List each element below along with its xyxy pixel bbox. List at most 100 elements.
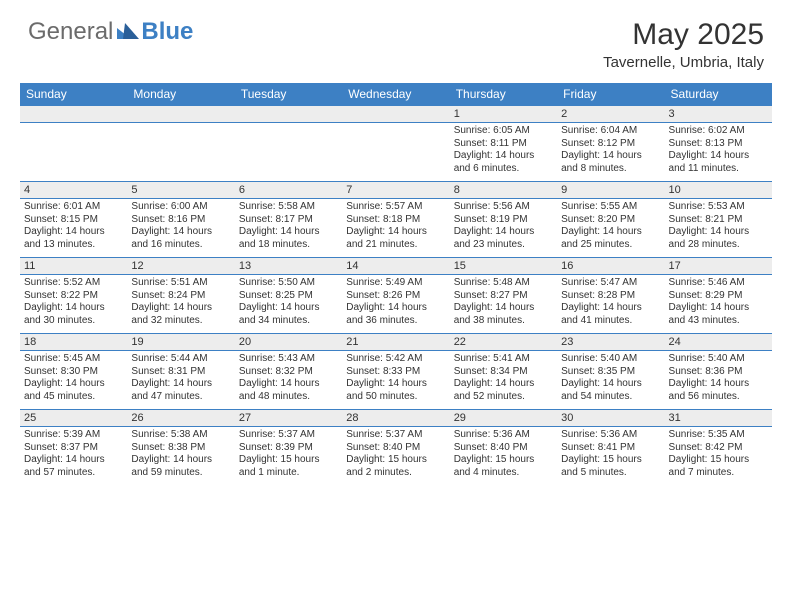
sunrise-text: Sunrise: 5:35 AM [669,429,768,442]
sunset-text: Sunset: 8:18 PM [346,214,445,227]
daylight-text: Daylight: 14 hours and 48 minutes. [239,378,338,403]
day-number-cell: 22 [450,334,557,351]
day-number-row: 123 [20,106,772,123]
day-number-row: 18192021222324 [20,334,772,351]
sunrise-text: Sunrise: 5:52 AM [24,277,123,290]
daylight-text: Daylight: 14 hours and 30 minutes. [24,302,123,327]
sunrise-text: Sunrise: 5:43 AM [239,353,338,366]
daylight-text: Daylight: 14 hours and 16 minutes. [131,226,230,251]
day-detail-cell: Sunrise: 5:43 AMSunset: 8:32 PMDaylight:… [235,351,342,410]
sunrise-text: Sunrise: 6:00 AM [131,201,230,214]
sunrise-text: Sunrise: 5:53 AM [669,201,768,214]
day-detail-cell: Sunrise: 5:35 AMSunset: 8:42 PMDaylight:… [665,427,772,486]
sunrise-text: Sunrise: 5:42 AM [346,353,445,366]
day-number-cell: 13 [235,258,342,275]
sunset-text: Sunset: 8:16 PM [131,214,230,227]
day-detail-cell: Sunrise: 5:51 AMSunset: 8:24 PMDaylight:… [127,275,234,334]
logo-mark-icon [117,21,139,44]
day-number-cell: 31 [665,410,772,427]
day-detail-cell: Sunrise: 5:37 AMSunset: 8:39 PMDaylight:… [235,427,342,486]
daylight-text: Daylight: 14 hours and 34 minutes. [239,302,338,327]
sunrise-text: Sunrise: 5:36 AM [454,429,553,442]
week-detail-row: Sunrise: 6:01 AMSunset: 8:15 PMDaylight:… [20,199,772,258]
day-detail-cell: Sunrise: 5:56 AMSunset: 8:19 PMDaylight:… [450,199,557,258]
sunrise-text: Sunrise: 5:55 AM [561,201,660,214]
sunset-text: Sunset: 8:13 PM [669,138,768,151]
calendar-table: SundayMondayTuesdayWednesdayThursdayFrid… [20,83,772,485]
sunrise-text: Sunrise: 5:41 AM [454,353,553,366]
day-header: Sunday [20,83,127,106]
sunrise-text: Sunrise: 5:40 AM [669,353,768,366]
sunrise-text: Sunrise: 5:47 AM [561,277,660,290]
daylight-text: Daylight: 14 hours and 21 minutes. [346,226,445,251]
day-detail-cell: Sunrise: 5:46 AMSunset: 8:29 PMDaylight:… [665,275,772,334]
day-detail-cell: Sunrise: 5:48 AMSunset: 8:27 PMDaylight:… [450,275,557,334]
day-detail-cell: Sunrise: 5:53 AMSunset: 8:21 PMDaylight:… [665,199,772,258]
day-number-cell: 9 [557,182,664,199]
daylight-text: Daylight: 14 hours and 11 minutes. [669,150,768,175]
day-number-cell: 4 [20,182,127,199]
daylight-text: Daylight: 14 hours and 43 minutes. [669,302,768,327]
sunrise-text: Sunrise: 5:56 AM [454,201,553,214]
sunset-text: Sunset: 8:24 PM [131,290,230,303]
sunset-text: Sunset: 8:31 PM [131,366,230,379]
sunset-text: Sunset: 8:12 PM [561,138,660,151]
sunset-text: Sunset: 8:38 PM [131,442,230,455]
day-detail-cell: Sunrise: 5:58 AMSunset: 8:17 PMDaylight:… [235,199,342,258]
daylight-text: Daylight: 14 hours and 23 minutes. [454,226,553,251]
sunset-text: Sunset: 8:17 PM [239,214,338,227]
sunrise-text: Sunrise: 5:57 AM [346,201,445,214]
day-detail-cell: Sunrise: 5:50 AMSunset: 8:25 PMDaylight:… [235,275,342,334]
sunset-text: Sunset: 8:27 PM [454,290,553,303]
sunset-text: Sunset: 8:32 PM [239,366,338,379]
day-number-cell: 23 [557,334,664,351]
day-number-cell: 30 [557,410,664,427]
week-detail-row: Sunrise: 6:05 AMSunset: 8:11 PMDaylight:… [20,123,772,182]
week-detail-row: Sunrise: 5:39 AMSunset: 8:37 PMDaylight:… [20,427,772,486]
day-header-row: SundayMondayTuesdayWednesdayThursdayFrid… [20,83,772,106]
day-number-cell: 11 [20,258,127,275]
daylight-text: Daylight: 14 hours and 18 minutes. [239,226,338,251]
day-number-cell: 28 [342,410,449,427]
day-detail-cell: Sunrise: 5:36 AMSunset: 8:40 PMDaylight:… [450,427,557,486]
sunrise-text: Sunrise: 5:39 AM [24,429,123,442]
day-detail-cell [127,123,234,182]
sunrise-text: Sunrise: 5:45 AM [24,353,123,366]
page-header: General Blue May 2025 Tavernelle, Umbria… [0,0,792,77]
day-number-cell [20,106,127,123]
day-number-cell: 12 [127,258,234,275]
day-number-cell: 6 [235,182,342,199]
sunset-text: Sunset: 8:30 PM [24,366,123,379]
daylight-text: Daylight: 14 hours and 47 minutes. [131,378,230,403]
day-detail-cell: Sunrise: 5:40 AMSunset: 8:36 PMDaylight:… [665,351,772,410]
daylight-text: Daylight: 15 hours and 5 minutes. [561,454,660,479]
sunrise-text: Sunrise: 6:02 AM [669,125,768,138]
day-number-cell: 10 [665,182,772,199]
day-number-cell: 20 [235,334,342,351]
day-detail-cell: Sunrise: 5:39 AMSunset: 8:37 PMDaylight:… [20,427,127,486]
sunset-text: Sunset: 8:40 PM [454,442,553,455]
sunset-text: Sunset: 8:11 PM [454,138,553,151]
sunrise-text: Sunrise: 5:51 AM [131,277,230,290]
sunset-text: Sunset: 8:15 PM [24,214,123,227]
sunrise-text: Sunrise: 6:05 AM [454,125,553,138]
sunset-text: Sunset: 8:37 PM [24,442,123,455]
day-number-cell: 29 [450,410,557,427]
daylight-text: Daylight: 14 hours and 52 minutes. [454,378,553,403]
day-detail-cell: Sunrise: 5:42 AMSunset: 8:33 PMDaylight:… [342,351,449,410]
sunrise-text: Sunrise: 5:50 AM [239,277,338,290]
day-detail-cell: Sunrise: 6:05 AMSunset: 8:11 PMDaylight:… [450,123,557,182]
daylight-text: Daylight: 14 hours and 41 minutes. [561,302,660,327]
daylight-text: Daylight: 14 hours and 32 minutes. [131,302,230,327]
day-number-cell: 27 [235,410,342,427]
daylight-text: Daylight: 14 hours and 6 minutes. [454,150,553,175]
day-detail-cell: Sunrise: 5:47 AMSunset: 8:28 PMDaylight:… [557,275,664,334]
day-header: Saturday [665,83,772,106]
day-detail-cell [20,123,127,182]
daylight-text: Daylight: 14 hours and 57 minutes. [24,454,123,479]
daylight-text: Daylight: 14 hours and 50 minutes. [346,378,445,403]
daylight-text: Daylight: 14 hours and 13 minutes. [24,226,123,251]
sunset-text: Sunset: 8:25 PM [239,290,338,303]
day-header: Friday [557,83,664,106]
day-number-row: 45678910 [20,182,772,199]
